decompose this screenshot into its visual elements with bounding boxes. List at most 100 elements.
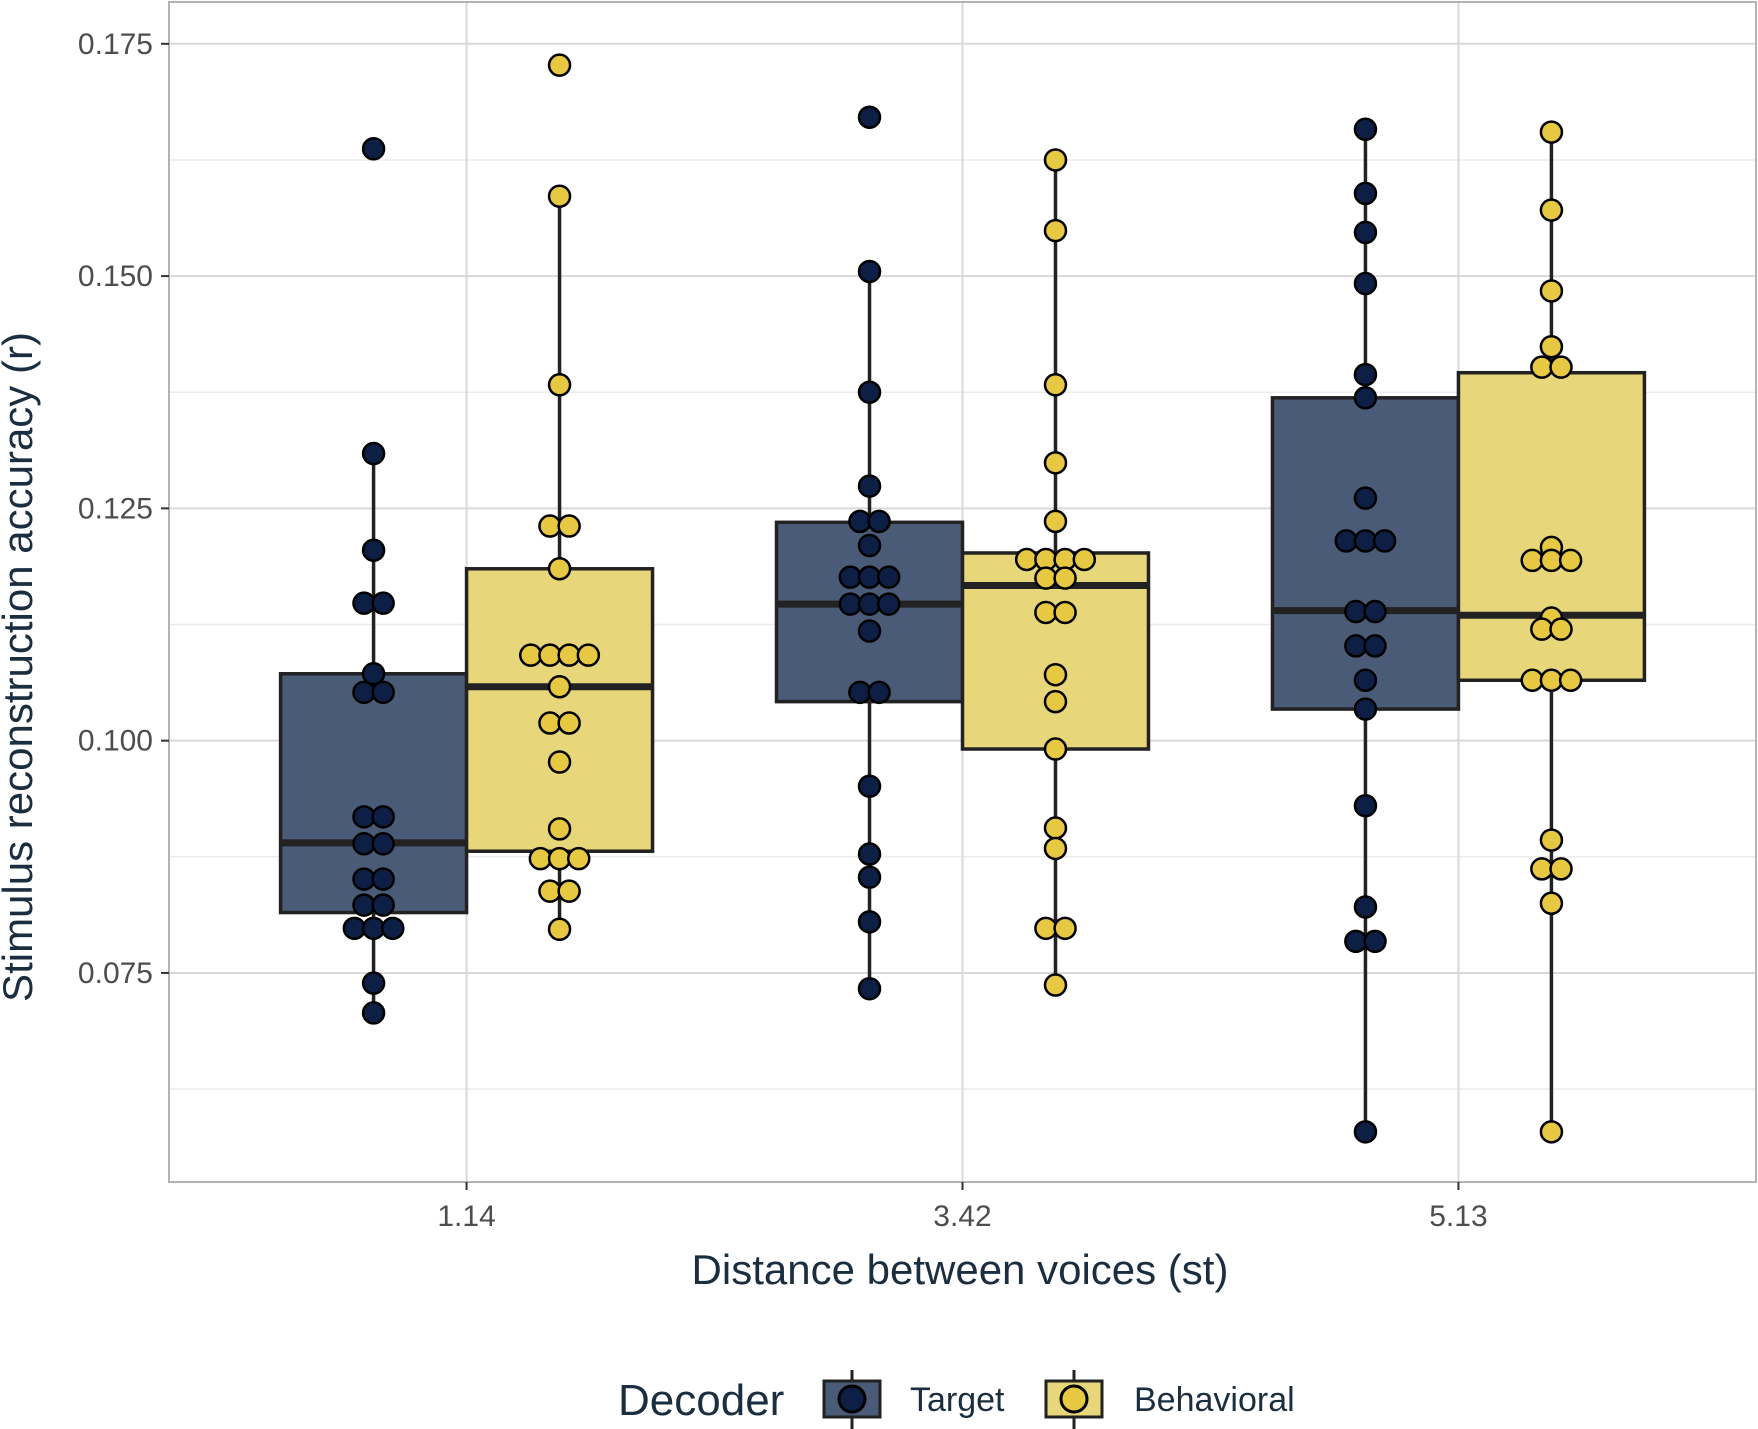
point-behavioral	[1043, 737, 1068, 761]
point-behavioral	[1549, 617, 1573, 641]
point-behavioral	[1053, 600, 1077, 625]
point-behavioral	[1043, 973, 1068, 997]
point-behavioral	[1053, 916, 1077, 941]
point-behavioral	[567, 846, 591, 871]
point-target	[361, 662, 386, 686]
point-behavioral	[1539, 891, 1564, 916]
x-tick-labels: 1.14 3.42 5.13	[437, 1182, 1488, 1233]
point-target	[1353, 181, 1378, 206]
point-target	[1334, 529, 1358, 553]
point-target	[352, 680, 376, 705]
point-target	[1353, 668, 1378, 693]
point-behavioral	[547, 817, 572, 841]
point-target	[1363, 599, 1387, 624]
point-target	[857, 619, 882, 643]
y-tick-labels: 0.075 0.100 0.125 0.150 0.175	[78, 28, 169, 990]
point-behavioral	[1549, 857, 1573, 881]
box-target-2	[1270, 129, 1461, 1132]
point-behavioral	[1043, 816, 1068, 840]
point-behavioral	[1539, 1120, 1564, 1144]
y-tick-label: 0.100	[78, 725, 153, 758]
point-behavioral	[1034, 566, 1058, 590]
point-target	[848, 509, 872, 534]
point-target	[857, 259, 882, 284]
point-target	[371, 893, 395, 917]
point-behavioral	[557, 711, 581, 735]
point-target	[848, 680, 872, 705]
point-target	[857, 842, 882, 866]
point-target	[361, 441, 386, 466]
point-behavioral	[1053, 566, 1077, 590]
point-target	[361, 538, 386, 562]
point-behavioral	[1043, 509, 1068, 534]
point-target	[857, 474, 882, 498]
point-target	[857, 565, 882, 589]
point-target	[1353, 895, 1378, 919]
point-target	[857, 774, 882, 798]
point-behavioral	[547, 184, 572, 208]
point-target	[1344, 929, 1368, 954]
point-target	[361, 971, 386, 995]
point-target	[1353, 362, 1378, 387]
point-behavioral	[538, 643, 562, 667]
point-behavioral	[1530, 617, 1554, 641]
point-target	[1353, 271, 1378, 296]
point-behavioral	[1539, 198, 1564, 222]
point-behavioral	[1520, 668, 1544, 693]
point-target	[857, 533, 882, 558]
point-target	[352, 893, 376, 917]
point-target	[1344, 599, 1368, 624]
point-behavioral	[557, 643, 581, 667]
point-behavioral	[1072, 547, 1097, 572]
point-behavioral	[1558, 548, 1583, 573]
box-behavioral-1	[960, 159, 1151, 986]
point-target	[361, 916, 386, 941]
point-target	[867, 509, 891, 534]
point-target	[361, 1001, 386, 1025]
point-target	[1372, 529, 1397, 553]
point-target	[838, 565, 863, 589]
y-tick-label: 0.150	[78, 260, 153, 293]
x-tick-label: 1.14	[437, 1200, 495, 1233]
point-target	[352, 832, 376, 856]
y-tick-label: 0.175	[78, 28, 153, 61]
point-behavioral	[1539, 120, 1564, 144]
point-target	[1363, 929, 1387, 954]
point-behavioral	[1530, 857, 1554, 881]
point-target	[371, 591, 395, 615]
point-behavioral	[1549, 355, 1573, 379]
point-target	[1353, 486, 1378, 510]
point-target	[352, 805, 376, 829]
point-target	[1353, 697, 1378, 721]
point-target	[371, 867, 395, 891]
y-axis-title: Stimulus reconstruction accuracy (r)	[0, 332, 41, 1002]
point-behavioral	[1530, 355, 1554, 379]
legend-key-target	[822, 1370, 882, 1429]
legend-key-behavioral	[1044, 1370, 1104, 1429]
point-target	[371, 805, 395, 829]
point-target	[352, 867, 376, 891]
point-behavioral	[1539, 279, 1564, 303]
point-target	[857, 976, 882, 1001]
point-behavioral	[1043, 218, 1068, 243]
point-behavioral	[519, 643, 543, 667]
point-target	[352, 591, 376, 615]
point-target	[867, 680, 891, 705]
point-behavioral	[1043, 836, 1068, 861]
point-target	[1363, 634, 1387, 658]
point-behavioral	[1043, 148, 1068, 172]
point-behavioral	[1539, 828, 1564, 852]
y-tick-label: 0.075	[78, 957, 153, 990]
point-behavioral	[1043, 662, 1068, 687]
point-behavioral	[1539, 548, 1564, 573]
x-axis-title: Distance between voices (st)	[692, 1246, 1229, 1293]
point-behavioral	[557, 879, 581, 903]
point-behavioral	[547, 750, 572, 774]
box-body	[1270, 396, 1461, 711]
point-behavioral	[547, 917, 572, 942]
data-points	[342, 53, 1583, 1144]
point-target	[857, 105, 882, 129]
point-target	[371, 832, 395, 856]
legend-title: Decoder	[618, 1376, 784, 1425]
point-target	[1353, 386, 1378, 410]
